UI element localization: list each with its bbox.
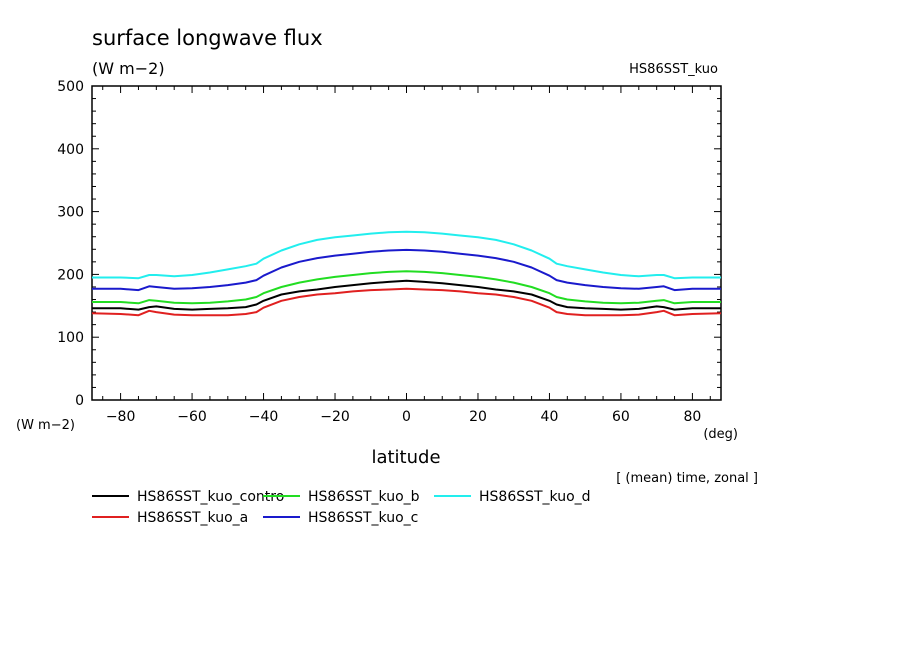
x-axis-unit: (deg) bbox=[703, 427, 738, 442]
legend-label: HS86SST_kuo_c bbox=[308, 510, 418, 526]
series-line-HS86SST_kuo_b bbox=[92, 270, 721, 305]
legend-label: HS86SST_kuo_contro bbox=[137, 489, 284, 505]
plot-frame bbox=[91, 85, 722, 401]
x-tick-label: 60 bbox=[612, 409, 630, 425]
y-tick-label: 200 bbox=[57, 267, 84, 283]
legend-label: HS86SST_kuo_a bbox=[137, 510, 248, 526]
x-tick-label: −20 bbox=[320, 409, 350, 425]
y-tick-labels: 0 100 200 300 400 500 bbox=[57, 79, 84, 409]
chart-title: surface longwave flux bbox=[92, 26, 323, 50]
x-tick-label: 0 bbox=[402, 409, 411, 425]
y-tick-label: 400 bbox=[57, 142, 84, 158]
dataset-label: HS86SST_kuo bbox=[629, 62, 718, 77]
y-tick-label: 0 bbox=[75, 393, 84, 409]
chart-units: (W m−2) bbox=[92, 59, 165, 78]
x-tick-labels: −80 −60 −40 −20 0 20 40 60 80 bbox=[106, 409, 702, 425]
x-tick-label: 80 bbox=[683, 409, 701, 425]
x-tick-label: 20 bbox=[469, 409, 487, 425]
series-line-HS86SST_kuo_contro bbox=[92, 279, 721, 311]
axis-ticks bbox=[92, 85, 721, 401]
x-axis-label: latitude bbox=[371, 447, 440, 468]
series-line-HS86SST_kuo_d bbox=[92, 230, 721, 280]
x-tick-label: 40 bbox=[541, 409, 559, 425]
x-tick-label: −60 bbox=[177, 409, 207, 425]
series-line-HS86SST_kuo_c bbox=[92, 248, 721, 292]
series-line-HS86SST_kuo_a bbox=[91, 287, 722, 317]
series-layer bbox=[91, 230, 722, 317]
aggregation-note: [ (mean) time, zonal ] bbox=[616, 471, 758, 486]
x-tick-label: −80 bbox=[106, 409, 136, 425]
y-tick-label: 300 bbox=[57, 205, 84, 221]
x-tick-label: −40 bbox=[249, 409, 279, 425]
legend-label: HS86SST_kuo_d bbox=[479, 489, 591, 505]
legend-label: HS86SST_kuo_b bbox=[308, 489, 420, 505]
y-tick-label: 500 bbox=[57, 79, 84, 95]
y-tick-label: 100 bbox=[57, 330, 84, 346]
legend: HS86SST_kuo_contro HS86SST_kuo_a HS86SST_k… bbox=[92, 489, 591, 526]
y-axis-unit: (W m−2) bbox=[16, 418, 75, 433]
